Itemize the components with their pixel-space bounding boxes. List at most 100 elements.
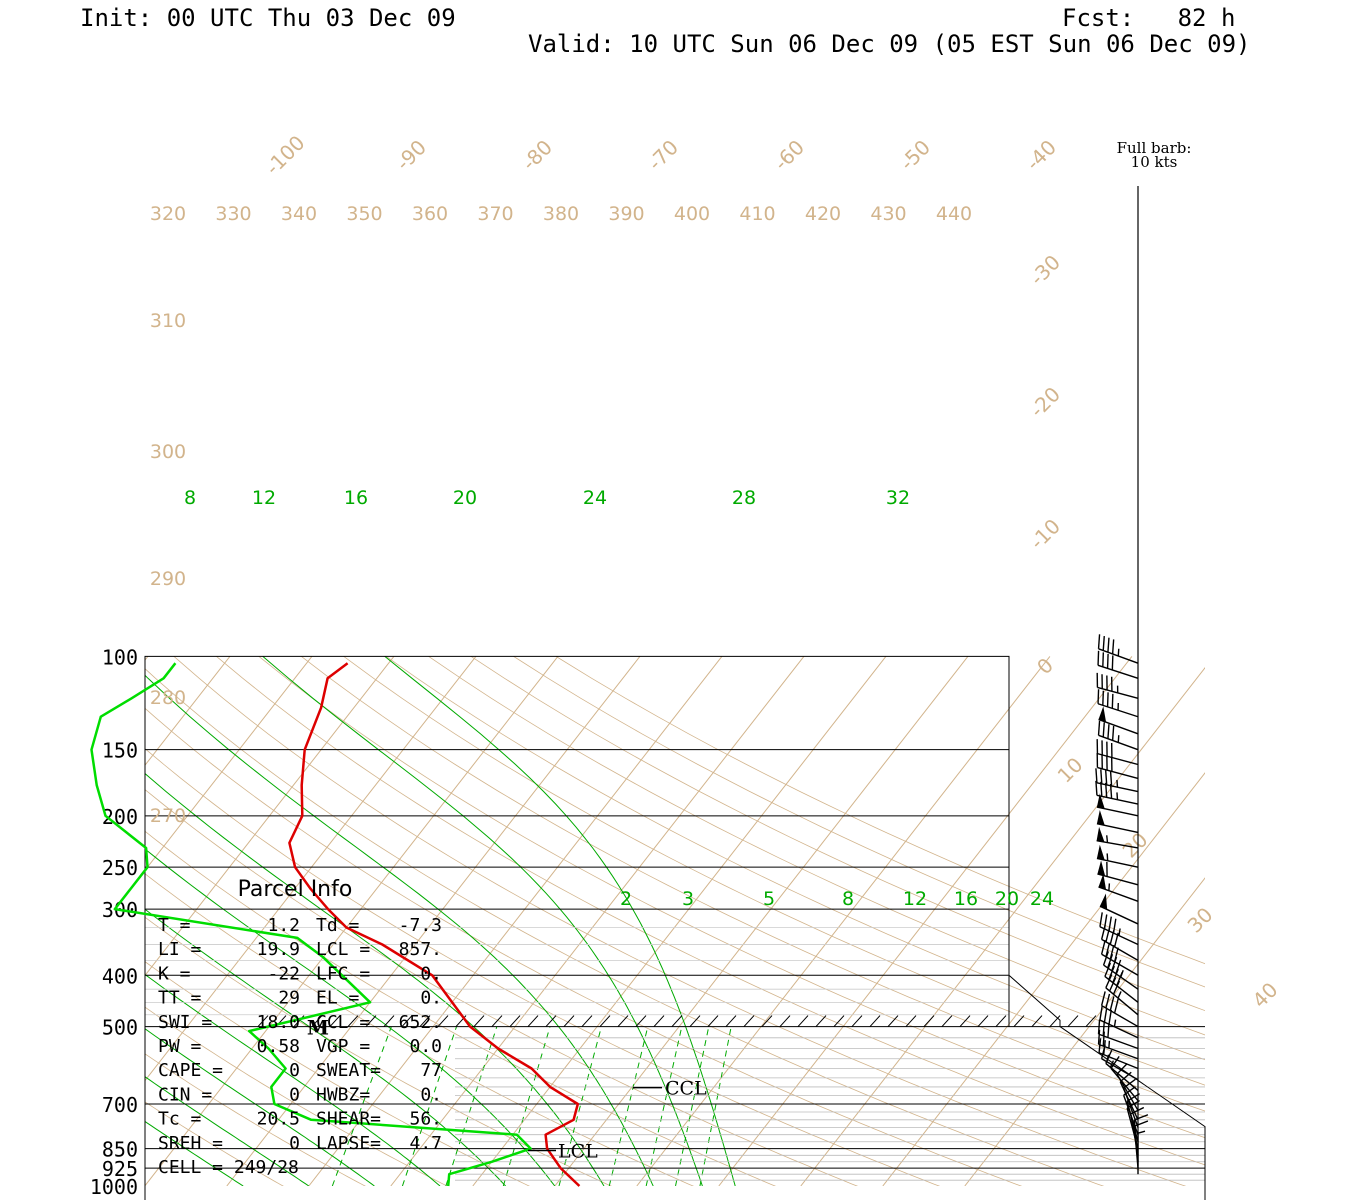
- midlevel-hatch: [257, 1015, 1097, 1027]
- hatch-mark: [707, 1015, 719, 1027]
- parcel-field-value: 0: [289, 1133, 300, 1154]
- wind-barb: [1096, 753, 1139, 780]
- wind-barb: [1100, 991, 1139, 1028]
- isotherm-line: [964, 877, 1205, 1186]
- hatch-mark: [473, 1015, 485, 1027]
- parcel-info-panel: Parcel Info T = 1.2 Td = -7.3 LI = 19.9 LCL = 85…: [158, 877, 442, 1178]
- wind-barb: [1110, 1056, 1139, 1102]
- theta-label: 430: [870, 203, 906, 225]
- isotherm-label: -30: [1025, 250, 1065, 290]
- parcel-field-value: 1.2: [267, 915, 300, 936]
- mixing-ratio-label: 16: [344, 487, 368, 509]
- parcel-field-value: 4.7: [409, 1133, 442, 1154]
- init-time: Init: 00 UTC Thu 03 Dec 09: [80, 4, 456, 32]
- wind-barb-half: [1117, 991, 1122, 999]
- isotherm-label: 10: [1053, 753, 1088, 788]
- hatch-mark: [869, 1015, 881, 1027]
- isotherm-line: [472, 656, 887, 1186]
- wind-barb-full: [1097, 720, 1101, 736]
- wind-barb-full: [1105, 974, 1113, 989]
- hatch-mark: [509, 1015, 521, 1027]
- parcel-field-label: CIN =: [158, 1084, 212, 1105]
- hatch-mark: [347, 1015, 359, 1027]
- parcel-field-value: 29: [278, 988, 300, 1009]
- parcel-field-label: LFC =: [316, 963, 370, 984]
- moist-adiabat-line: [145, 973, 441, 1186]
- diagram-frame: [144, 655, 1206, 1200]
- parcel-field-value: 19.9: [257, 939, 300, 960]
- isotherm-line: [145, 656, 313, 872]
- wind-barb-full: [1109, 771, 1113, 787]
- moist-adiabat-line: [145, 1076, 310, 1186]
- wind-barb: [1100, 925, 1139, 962]
- hatch-mark: [491, 1015, 503, 1027]
- wind-barb-full: [1116, 1063, 1128, 1075]
- mixing-ratio-label: 20: [995, 888, 1019, 910]
- wind-barb-half: [1108, 883, 1111, 891]
- isotherm-lines: [145, 656, 1205, 1186]
- isobar-lines: [145, 749, 1205, 1181]
- wind-barb: [1137, 1130, 1146, 1175]
- wind-barb-full: [1095, 780, 1098, 796]
- frame-outline: [144, 655, 1206, 1200]
- isotherm-label: -60: [769, 135, 809, 175]
- parcel-field-value: -7.3: [399, 915, 442, 936]
- wind-barb: [1096, 826, 1139, 849]
- wind-barb-full: [1100, 925, 1106, 940]
- hatch-mark: [995, 1015, 1007, 1027]
- wind-barb-shaft: [1101, 938, 1139, 962]
- wind-barb: [1122, 1078, 1139, 1128]
- mixing-ratio-line: [445, 1026, 498, 1186]
- wind-barb-shaft: [1098, 1033, 1139, 1050]
- wind-barb-half: [1137, 1130, 1146, 1134]
- isotherm-line: [308, 656, 723, 1186]
- hatch-mark: [923, 1015, 935, 1027]
- mixing-ratio-label: 8: [184, 487, 196, 509]
- wind-barb-full: [1102, 1031, 1105, 1047]
- wind-barb-full: [1100, 769, 1103, 784]
- parcel-field-label: Td =: [316, 915, 360, 936]
- dewpoint-profile: [90, 662, 532, 1187]
- hatch-mark: [1085, 1015, 1097, 1027]
- hatch-mark: [797, 1015, 809, 1027]
- parcel-field-label: SHEAR=: [316, 1109, 381, 1130]
- pressure-tick-label: 400: [102, 964, 138, 988]
- hatch-mark: [311, 1015, 323, 1027]
- theta-label: 410: [739, 203, 775, 225]
- wind-barb-full: [1105, 993, 1111, 1009]
- ccl-label: CCL: [665, 1078, 707, 1100]
- hatch-mark: [959, 1015, 971, 1027]
- moist-adiabat-line: [145, 1028, 375, 1186]
- wind-barb-full: [1107, 953, 1114, 969]
- isotherm-label: 40: [1248, 978, 1283, 1013]
- isotherm-label: 0: [1032, 653, 1058, 679]
- wind-barb-full: [1095, 768, 1098, 783]
- hatch-mark: [1031, 1015, 1043, 1027]
- hatch-mark: [1049, 1015, 1061, 1027]
- wind-barb: [1096, 793, 1139, 817]
- hatch-mark: [365, 1015, 377, 1027]
- mixing-ratio-line: [558, 1026, 602, 1186]
- isotherm-label: -40: [1021, 135, 1061, 175]
- wind-barb-full: [1130, 1106, 1145, 1115]
- wind-barb: [1096, 739, 1139, 766]
- theta-label: 290: [150, 568, 186, 590]
- wind-barb-shaft: [1101, 953, 1139, 976]
- dry-adiabat-line: [145, 961, 530, 1186]
- wind-barb-full: [1109, 783, 1113, 799]
- mixing-ratio-label: 16: [954, 888, 978, 910]
- wind-barb-full: [1106, 692, 1109, 707]
- hatch-mark: [563, 1015, 575, 1027]
- wind-barb-half: [1116, 792, 1119, 800]
- wind-barb-full: [1102, 951, 1110, 966]
- parcel-info-title: Parcel Info: [238, 877, 353, 902]
- theta-label: 380: [543, 203, 579, 225]
- dry-adiabat-line: [428, 656, 1205, 1036]
- wind-barb-full: [1100, 781, 1103, 797]
- valid-time: Valid: 10 UTC Sun 06 Dec 09 (05 EST Sun …: [528, 30, 1251, 58]
- theta-label: 340: [281, 203, 317, 225]
- wind-barb-full: [1110, 1056, 1120, 1069]
- temperature-profile: [288, 662, 581, 1187]
- wind-barb-full: [1097, 634, 1101, 649]
- theta-label: 320: [150, 203, 186, 225]
